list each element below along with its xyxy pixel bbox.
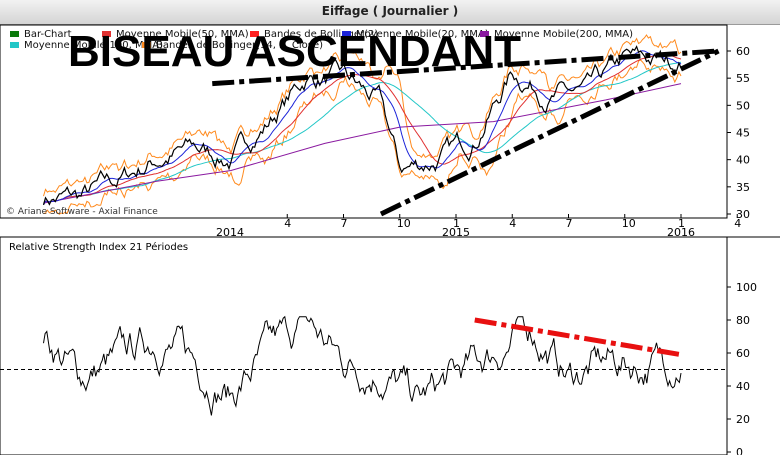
credit-text: © Ariane Software - Axial Finance [6,207,158,217]
rsi-y-tick-label: 60 [736,347,750,360]
annotation-text: BISEAU ASCENDANT [68,27,521,76]
rsi-series-group [43,315,682,416]
price-y-tick-label: 55 [736,72,750,85]
price-y-tick-label: 30 [736,208,750,221]
window-title: Eiffage ( Journalier ) [321,4,459,18]
x-tick-label: 10 [622,217,636,230]
trendline-resistance [212,48,719,87]
rsi-y-tick-label: 0 [736,446,743,455]
legend-label: Moyenne Mobile(20, MMA) [356,29,489,40]
rsi-plot-area [0,236,728,455]
legend-swatch [142,42,151,48]
x-tick-label: 10 [397,217,411,230]
legend-swatch [342,31,351,37]
rsi-y-tick-label: 20 [736,413,750,426]
legend-swatch [480,31,489,37]
x-tick-label: 7 [341,217,348,230]
legend-label: Bar-Chart [24,29,72,40]
legend-label: Moyenne Mobile(100, MMA) [24,40,163,51]
trendline-support [379,48,720,217]
rsi-y-tick-label: 80 [736,314,750,327]
legend: Bar-Chart Moyenne Mobile(50, MMA) Bandes d… [10,29,633,51]
rsi-panel-title: Relative Strength Index 21 Périodes [9,241,188,253]
x-tick-label: 4 [509,217,516,230]
x-year-label: 2014 [216,226,244,239]
price-y-tick-label: 40 [736,154,750,167]
price-plot-area [0,24,728,219]
legend-item-bar-chart: Bar-Chart [10,29,72,40]
x-tick-label: 4 [734,217,741,230]
x-year-label: 2016 [667,226,695,239]
price-x-axis: 471014710147101201420152016 [216,214,741,239]
legend-item-ma100: Moyenne Mobile(100, MMA) [10,40,163,51]
legend-label: Moyenne Mobile(200, MMA) [494,29,633,40]
x-year-label: 2015 [442,226,470,239]
rsi-trendline [474,317,682,358]
rsi-y-tick-label: 40 [736,380,750,393]
legend-swatch [10,31,19,37]
bollinger-upper-line [43,34,682,197]
price-y-axis: 30 35 40 45 50 55 60 [727,45,750,221]
ma200-line [43,83,682,204]
legend-swatch [102,31,111,37]
legend-swatch [10,42,19,48]
rsi-line [43,315,682,416]
x-tick-label: 1 [453,217,460,230]
x-tick-label: 4 [284,217,291,230]
price-y-tick-label: 60 [736,45,750,58]
legend-item-ma20: Moyenne Mobile(20, MMA) [342,29,489,40]
legend-item-ma50: Moyenne Mobile(50, MMA) [102,29,249,40]
price-series-group [42,34,682,215]
price-y-tick-label: 45 [736,127,750,140]
rsi-y-tick-label: 100 [736,281,757,294]
price-y-tick-label: 50 [736,99,750,112]
legend-item-bollinger2: Bandes de Bollinger(14, 2, Close) [142,40,323,51]
legend-item-bollinger: Bandes de Bollinger(2) [250,29,378,40]
legend-swatch [250,31,259,37]
legend-label: Bandes de Bollinger(2) [264,29,378,40]
price-y-tick-label: 35 [736,181,750,194]
legend-label: Moyenne Mobile(50, MMA) [116,29,249,40]
legend-label: Bandes de Bollinger(14, 2, Close) [156,40,323,51]
price-line [42,45,682,206]
rsi-y-axis: 0 20 40 60 80 100 [0,281,757,455]
trendline-group [212,48,720,217]
legend-item-ma200: Moyenne Mobile(200, MMA) [480,29,633,40]
x-tick-label: 7 [566,217,573,230]
x-tick-label: 1 [678,217,685,230]
